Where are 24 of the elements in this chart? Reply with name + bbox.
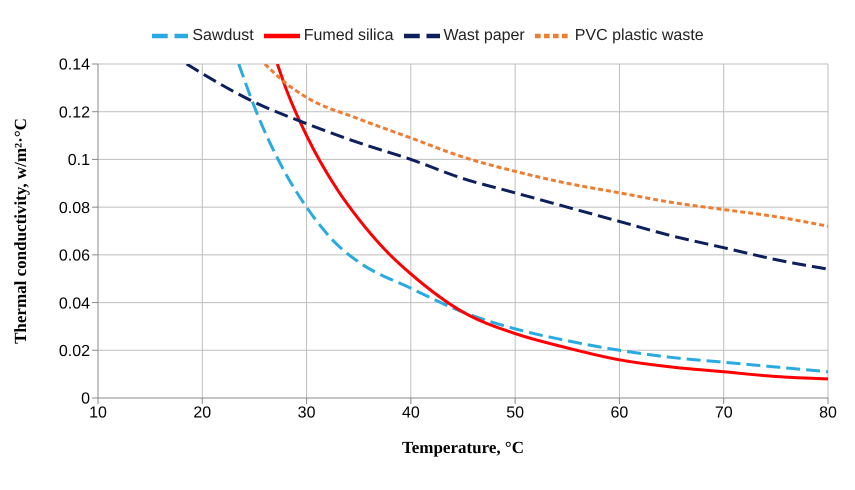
y-tick-label: 0.14 [58,56,90,74]
x-tick-label: 70 [714,404,733,422]
x-tick-label: 20 [193,404,212,422]
legend-label: Fumed silica [304,27,394,44]
y-axis-title: Thermal conductivity, w/m²·°C [11,118,30,344]
y-tick-label: 0.02 [58,342,90,360]
x-axis-title: Temperature, °C [402,438,524,457]
y-tick-label: 0.08 [58,200,90,217]
x-tick-label: 40 [402,404,420,422]
x-tick-label: 50 [506,404,524,422]
y-tick-label: 0 [81,390,90,408]
y-tick-label: 0.12 [58,104,90,122]
y-tick-label: 0.04 [58,295,90,312]
x-tick-label: 30 [298,404,316,422]
x-tick-label: 10 [89,404,107,422]
legend-label: PVC plastic waste [574,27,704,44]
y-tick-label: 0.1 [68,152,90,170]
x-tick-label: 80 [819,404,837,422]
legend-label: Sawdust [192,27,254,44]
legend-label: Wast paper [444,27,525,44]
y-tick-label: 0.06 [58,248,90,265]
line-series [185,64,828,271]
x-tick-label: 60 [610,404,628,422]
line-series [263,64,828,228]
